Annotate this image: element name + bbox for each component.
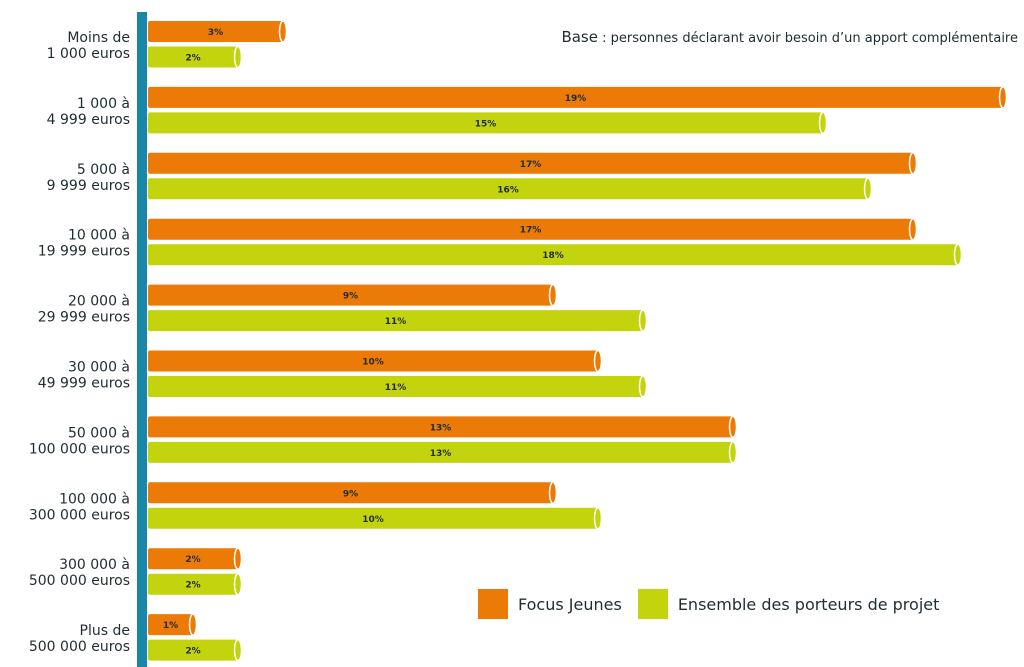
bar-end-cap — [548, 283, 558, 307]
bar-value-label: 13% — [430, 423, 452, 433]
bar-value-label: 13% — [430, 449, 452, 459]
bar — [148, 218, 913, 240]
bar — [148, 507, 598, 529]
bar — [148, 244, 958, 266]
bar-value-label: 9% — [343, 292, 358, 302]
bar-end-cap — [188, 613, 198, 636]
base-note: Base : personnes déclarant avoir besoin … — [561, 28, 1018, 46]
bar — [148, 46, 238, 68]
bar-end-cap — [638, 375, 648, 398]
legend-item-ensemble: Ensemble des porteurs de projet — [637, 589, 940, 619]
bar — [148, 178, 868, 200]
bar-value-label: 11% — [385, 383, 407, 393]
bar-end-cap — [233, 572, 243, 596]
bar-value-label: 3% — [208, 28, 223, 38]
bar — [148, 86, 1003, 108]
legend-label-focus: Focus Jeunes — [518, 594, 622, 614]
y-axis-bar — [137, 12, 147, 667]
bar — [148, 573, 238, 595]
bar-value-label: 2% — [185, 555, 200, 565]
legend: Focus Jeunes Ensemble des porteurs de pr… — [478, 589, 955, 619]
bar-value-label: 19% — [565, 94, 587, 104]
bar-end-cap — [233, 45, 243, 69]
bar-value-label: 16% — [497, 185, 519, 195]
bar — [148, 548, 238, 570]
bar-end-cap — [998, 86, 1008, 109]
bar-end-cap — [863, 177, 873, 201]
bar-end-cap — [908, 152, 918, 175]
bar-value-label: 2% — [185, 647, 200, 657]
bar — [148, 112, 823, 134]
bar-end-cap — [818, 111, 828, 135]
bar — [148, 416, 733, 438]
bar — [148, 376, 643, 397]
category-label: 10 000 à 19 999 euros — [38, 228, 130, 260]
bar-end-cap — [908, 217, 918, 241]
bar — [148, 350, 598, 372]
bar-value-label: 10% — [362, 358, 384, 368]
bar-end-cap — [278, 20, 288, 43]
legend-label-ensemble: Ensemble des porteurs de projet — [677, 594, 940, 614]
bar-value-label: 18% — [542, 251, 564, 261]
bar-end-cap — [728, 441, 738, 464]
bar-end-cap — [233, 547, 243, 570]
bar-value-label: 17% — [520, 226, 542, 236]
bar — [148, 21, 283, 42]
bar — [148, 310, 643, 332]
bar — [148, 614, 193, 636]
category-label: 100 000 à 300 000 euros — [29, 491, 130, 523]
bar-value-label: 11% — [385, 317, 407, 327]
base-note-prefix: Base — [561, 28, 598, 46]
bar-value-label: 2% — [185, 581, 200, 591]
bar-value-label: 9% — [343, 489, 358, 499]
bar-end-cap — [548, 481, 558, 505]
bar — [148, 441, 733, 463]
bar-end-cap — [953, 243, 963, 266]
bar — [148, 284, 553, 306]
legend-swatch-focus — [478, 589, 508, 619]
base-note-text: : personnes déclarant avoir besoin d’un … — [597, 31, 1018, 46]
bar-value-label: 1% — [163, 621, 178, 631]
bar-value-label: 15% — [475, 119, 497, 129]
category-label: 20 000 à 29 999 euros — [38, 294, 130, 326]
bar-end-cap — [638, 309, 648, 332]
bar — [148, 152, 913, 174]
bar — [148, 639, 238, 661]
category-label: Moins de 1 000 euros — [47, 30, 130, 62]
category-label: Plus de 500 000 euros — [29, 623, 130, 655]
legend-item-focus: Focus Jeunes — [478, 589, 622, 619]
legend-swatch-ensemble — [637, 589, 668, 619]
bar-value-label: 2% — [185, 54, 200, 64]
bar-end-cap — [728, 415, 738, 439]
bar-value-label: 17% — [520, 160, 542, 170]
category-label: 300 000 à 500 000 euros — [29, 557, 130, 589]
category-label: 50 000 à 100 000 euros — [29, 425, 130, 457]
bar-end-cap — [233, 638, 243, 662]
bar — [148, 482, 553, 504]
bar-end-cap — [593, 507, 603, 530]
bar-value-label: 10% — [362, 515, 384, 525]
bar-end-cap — [593, 349, 603, 373]
category-label: 30 000 à 49 999 euros — [38, 360, 130, 392]
